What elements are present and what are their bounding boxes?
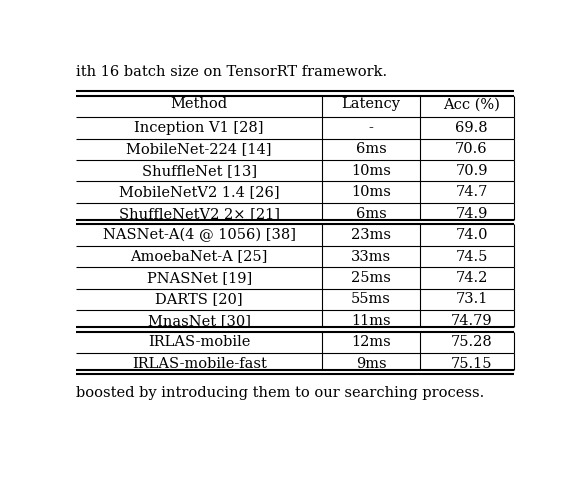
Text: Method: Method <box>170 97 228 111</box>
Text: 55ms: 55ms <box>351 293 391 307</box>
Text: -: - <box>369 121 373 135</box>
Text: 6ms: 6ms <box>356 207 386 221</box>
Text: Inception V1 [28]: Inception V1 [28] <box>134 121 264 135</box>
Text: 74.79: 74.79 <box>450 314 492 328</box>
Text: boosted by introducing them to our searching process.: boosted by introducing them to our searc… <box>77 386 485 400</box>
Text: 74.0: 74.0 <box>455 228 488 242</box>
Text: 12ms: 12ms <box>351 335 391 349</box>
Text: 25ms: 25ms <box>351 271 391 285</box>
Text: 73.1: 73.1 <box>456 293 488 307</box>
Text: 9ms: 9ms <box>356 357 386 371</box>
Text: IRLAS-mobile-fast: IRLAS-mobile-fast <box>132 357 267 371</box>
Text: 70.9: 70.9 <box>455 164 488 178</box>
Text: 69.8: 69.8 <box>455 121 488 135</box>
Text: ShuffleNetV2 2× [21]: ShuffleNetV2 2× [21] <box>119 207 280 221</box>
Text: 74.9: 74.9 <box>456 207 488 221</box>
Text: PNASNet [19]: PNASNet [19] <box>147 271 252 285</box>
Text: 74.2: 74.2 <box>456 271 488 285</box>
Text: 10ms: 10ms <box>351 185 391 199</box>
Text: NASNet-A(4 @ 1056) [38]: NASNet-A(4 @ 1056) [38] <box>103 228 295 242</box>
Text: DARTS [20]: DARTS [20] <box>156 293 243 307</box>
Text: 74.5: 74.5 <box>456 250 488 264</box>
Text: 33ms: 33ms <box>351 250 391 264</box>
Text: 74.7: 74.7 <box>456 185 488 199</box>
Text: 23ms: 23ms <box>351 228 391 242</box>
Text: ShuffleNet [13]: ShuffleNet [13] <box>142 164 257 178</box>
Text: Latency: Latency <box>342 97 400 111</box>
Text: AmoebaNet-A [25]: AmoebaNet-A [25] <box>131 250 268 264</box>
Text: ith 16 batch size on TensorRT framework.: ith 16 batch size on TensorRT framework. <box>77 66 388 80</box>
Text: 75.28: 75.28 <box>450 335 492 349</box>
Text: 10ms: 10ms <box>351 164 391 178</box>
Text: MobileNet-224 [14]: MobileNet-224 [14] <box>127 142 272 156</box>
Text: MnasNet [30]: MnasNet [30] <box>147 314 251 328</box>
Text: Acc (%): Acc (%) <box>443 97 500 111</box>
Text: 75.15: 75.15 <box>451 357 492 371</box>
Text: 6ms: 6ms <box>356 142 386 156</box>
Text: IRLAS-mobile: IRLAS-mobile <box>148 335 251 349</box>
Text: MobileNetV2 1.4 [26]: MobileNetV2 1.4 [26] <box>119 185 279 199</box>
Text: 70.6: 70.6 <box>455 142 488 156</box>
Text: 11ms: 11ms <box>351 314 391 328</box>
